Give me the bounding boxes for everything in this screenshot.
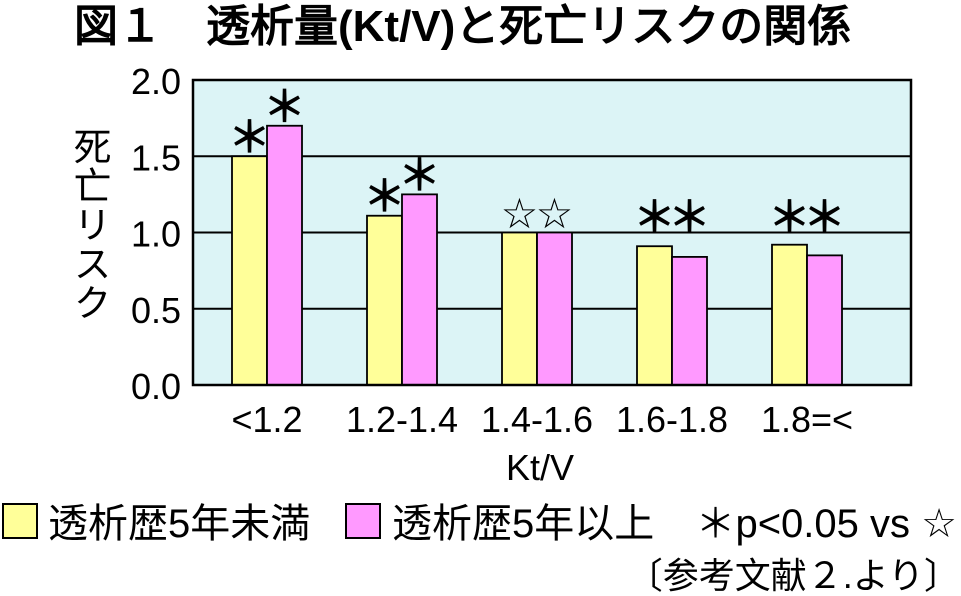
reference-star-marker: ☆ [501, 190, 539, 237]
bar-under-5-years [771, 243, 808, 386]
bar-5-years-plus [671, 255, 708, 386]
bar-5-years-plus [401, 193, 438, 386]
legend-swatch-under-5-years [2, 503, 38, 539]
legend-significance-note: ＊p<0.05 vs ☆ [695, 502, 957, 546]
y-tick-label: 1.0 [131, 214, 181, 255]
bar-under-5-years [366, 214, 403, 386]
significance-asterisk-marker: ＊ [803, 194, 845, 241]
legend-swatch-5-years-plus [345, 503, 381, 539]
legend-label-under-5-years: 透析歴5年未満 [48, 502, 310, 546]
x-tick-label: 1.6-1.8 [616, 399, 728, 440]
legend: 透析歴5年未満 透析歴5年以上 ＊p<0.05 vs ☆ [2, 502, 957, 546]
significance-asterisk-marker: ＊ [668, 194, 710, 241]
x-axis-label: Kt/V [506, 447, 574, 488]
x-tick-labels: <1.2 1.2-1.4 1.4-1.6 1.6-1.8 1.8=< [231, 399, 853, 440]
x-tick-label: <1.2 [231, 399, 302, 440]
plot-frame [191, 78, 913, 387]
bar-5-years-plus [266, 124, 303, 386]
chart-title: 図１ 透析量(Kt/V)と死亡リスクの関係 [74, 2, 851, 51]
y-axis-label: 死亡リスク [67, 127, 109, 322]
significance-asterisk-marker: ＊ [633, 194, 675, 241]
bars [231, 124, 843, 386]
bar-under-5-years [231, 155, 268, 386]
y-tick-label: 0.0 [131, 366, 181, 407]
bar-under-5-years [501, 231, 538, 386]
y-tick-label: 1.5 [131, 137, 181, 178]
legend-label-5-years-plus: 透析歴5年以上 [392, 502, 654, 546]
source-citation: 〔参考文献２.より〕 [627, 555, 960, 596]
y-tick-label: 2.0 [131, 61, 181, 102]
bar-5-years-plus [536, 231, 573, 386]
bar-5-years-plus [806, 254, 843, 386]
significance-markers: ＊＊ ☆ ＊＊＊＊☆ ＊＊ [228, 83, 845, 241]
significance-asterisk-marker: ＊ [398, 152, 440, 199]
significance-asterisk-marker: ＊ [263, 83, 305, 130]
significance-asterisk-marker: ＊ [768, 194, 810, 241]
reference-star-marker: ☆ [536, 190, 574, 237]
y-tick-labels: 0.0 0.5 1.0 1.5 2.0 [131, 61, 181, 407]
y-tick-label: 0.5 [131, 290, 181, 331]
significance-asterisk-marker: ＊ [228, 114, 270, 161]
significance-asterisk-marker: ＊ [363, 173, 405, 220]
x-tick-label: 1.8=< [761, 399, 853, 440]
bar-under-5-years [636, 245, 673, 386]
x-tick-label: 1.2-1.4 [346, 399, 458, 440]
x-tick-label: 1.4-1.6 [481, 399, 593, 440]
